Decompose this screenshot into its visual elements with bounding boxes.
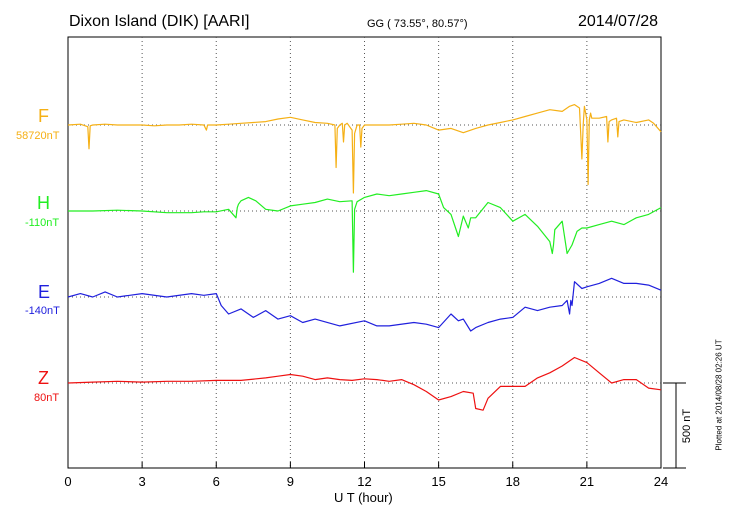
tick-label-0: 0 <box>64 474 71 489</box>
series-baseline-h: -110nT <box>25 217 60 229</box>
series-line-e <box>67 277 662 332</box>
series-baseline-z: 80nT <box>34 392 60 404</box>
series-baselines <box>68 124 661 384</box>
tick-label-9: 9 <box>287 474 294 489</box>
series-line-h <box>68 190 662 273</box>
tick-label-12: 12 <box>357 474 371 489</box>
series-line-f <box>67 103 662 194</box>
tick-label-21: 21 <box>580 474 594 489</box>
scale-bar-label: 500 nT <box>681 408 693 444</box>
date-label: 2014/07/28 <box>578 13 659 30</box>
tick-label-24: 24 <box>654 474 668 489</box>
tick-label-3: 3 <box>139 474 146 489</box>
series-label-e: E <box>38 282 51 302</box>
series-baseline-f: 58720nT <box>16 130 60 142</box>
series-label-f: F <box>38 106 49 126</box>
station-coordinates: GG ( 73.55°, 80.57°) <box>367 18 468 30</box>
tick-label-6: 6 <box>213 474 220 489</box>
tick-label-15: 15 <box>431 474 445 489</box>
series-label-h: H <box>37 193 50 213</box>
tick-label-18: 18 <box>506 474 520 489</box>
x-axis-ticks: 0 3 6 9 12 15 18 21 24 <box>64 462 668 489</box>
scale-bar <box>663 382 686 469</box>
series-baseline-e: -140nT <box>25 305 60 317</box>
station-title: Dixon Island (DIK) [AARI] <box>69 13 250 30</box>
series-line-z <box>67 356 662 411</box>
plotted-timestamp: Plotted at 2014/08/28 02:26 UT <box>714 339 724 451</box>
x-axis-label: U T (hour) <box>334 490 393 505</box>
series-label-z: Z <box>38 368 49 388</box>
vertical-gridlines <box>141 37 588 468</box>
series-lines <box>67 103 662 411</box>
